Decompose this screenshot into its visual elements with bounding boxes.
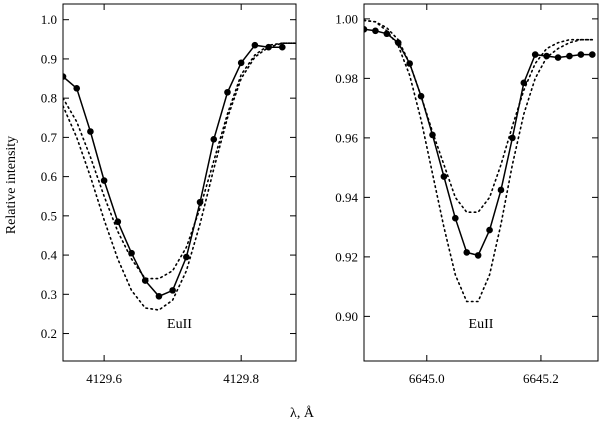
plot-frame xyxy=(62,3,297,362)
observed-data-point xyxy=(463,249,471,256)
observed-data-point xyxy=(486,226,493,234)
observed-data-point xyxy=(87,128,94,135)
observed-data-point xyxy=(251,41,259,49)
observed-data-point xyxy=(497,186,505,194)
observed-data-point xyxy=(554,54,562,61)
observed-data-point xyxy=(63,73,67,80)
observed-data-point xyxy=(278,43,286,51)
observed-data-point xyxy=(588,51,596,58)
y-tick-label: 0.4 xyxy=(41,248,58,263)
y-tick-label: 0.9 xyxy=(41,51,57,66)
observed-data-point xyxy=(237,59,245,67)
observed-data-point xyxy=(474,252,482,259)
y-tick-label: 0.98 xyxy=(335,71,358,86)
y-tick-label: 0.90 xyxy=(335,309,358,324)
y-tick-label: 0.94 xyxy=(335,190,358,205)
observed-data-point xyxy=(383,30,391,38)
model-profile-dotted-line xyxy=(364,19,594,213)
observed-data-point xyxy=(210,136,218,143)
x-tick-label: 4129.8 xyxy=(223,371,259,386)
line-label-eu-ii: EuII xyxy=(469,317,494,332)
y-tick-label: 0.3 xyxy=(41,287,57,302)
left-panel-eu-ii-4129: 0.2 0.3 0.4 0.5 0.6 0.7 0.8 0.9 1.0 4129.6 4129.8 E… xyxy=(41,3,297,386)
y-tick-label: 1.00 xyxy=(335,11,358,26)
y-axis-label: Relative intensity xyxy=(4,136,19,234)
observed-data-point xyxy=(372,27,379,35)
observed-data-point xyxy=(440,173,448,180)
y-tick-label: 0.92 xyxy=(335,249,358,264)
plot-area xyxy=(63,41,296,311)
observed-profile-line xyxy=(364,28,593,257)
y-tick-label: 0.2 xyxy=(41,326,57,341)
x-tick-label: 6645.2 xyxy=(523,371,559,386)
observed-data-point xyxy=(509,134,516,142)
x-axis-label: λ, Å xyxy=(290,405,315,421)
observed-data-point xyxy=(566,52,573,60)
y-tick-label: 0.6 xyxy=(41,169,58,184)
observed-data-point xyxy=(577,51,585,58)
right-panel-eu-ii-6645: 0.90 0.92 0.94 0.96 0.98 1.00 6645.0 6645.2 EuII xyxy=(335,3,599,386)
observed-data-point xyxy=(224,88,231,96)
observed-data-point xyxy=(183,253,190,261)
model-profile-dotted-line xyxy=(63,42,296,280)
observed-data-point xyxy=(543,52,550,60)
observed-data-point xyxy=(100,177,108,184)
observed-data-point xyxy=(114,218,122,226)
y-tick-label: 0.96 xyxy=(335,130,358,145)
observed-data-point xyxy=(531,51,539,58)
line-label-eu-ii: EuII xyxy=(167,317,192,332)
observed-data-point xyxy=(169,287,176,294)
model-profile-dotted-line xyxy=(63,42,296,311)
observed-data-point xyxy=(364,25,368,33)
observed-data-point xyxy=(155,292,163,300)
x-tick-label: 6645.0 xyxy=(409,371,445,386)
y-tick-label: 0.7 xyxy=(41,130,58,145)
model-profile-dotted-line xyxy=(364,19,594,303)
observed-data-point xyxy=(452,214,459,222)
plot-area xyxy=(364,19,596,303)
x-tick-label: 4129.6 xyxy=(86,371,122,386)
y-tick-label: 0.5 xyxy=(41,208,57,223)
plot-frame xyxy=(363,3,599,362)
observed-data-point xyxy=(73,85,81,92)
y-tick-label: 0.8 xyxy=(41,91,57,106)
y-tick-label: 1.0 xyxy=(41,12,57,27)
